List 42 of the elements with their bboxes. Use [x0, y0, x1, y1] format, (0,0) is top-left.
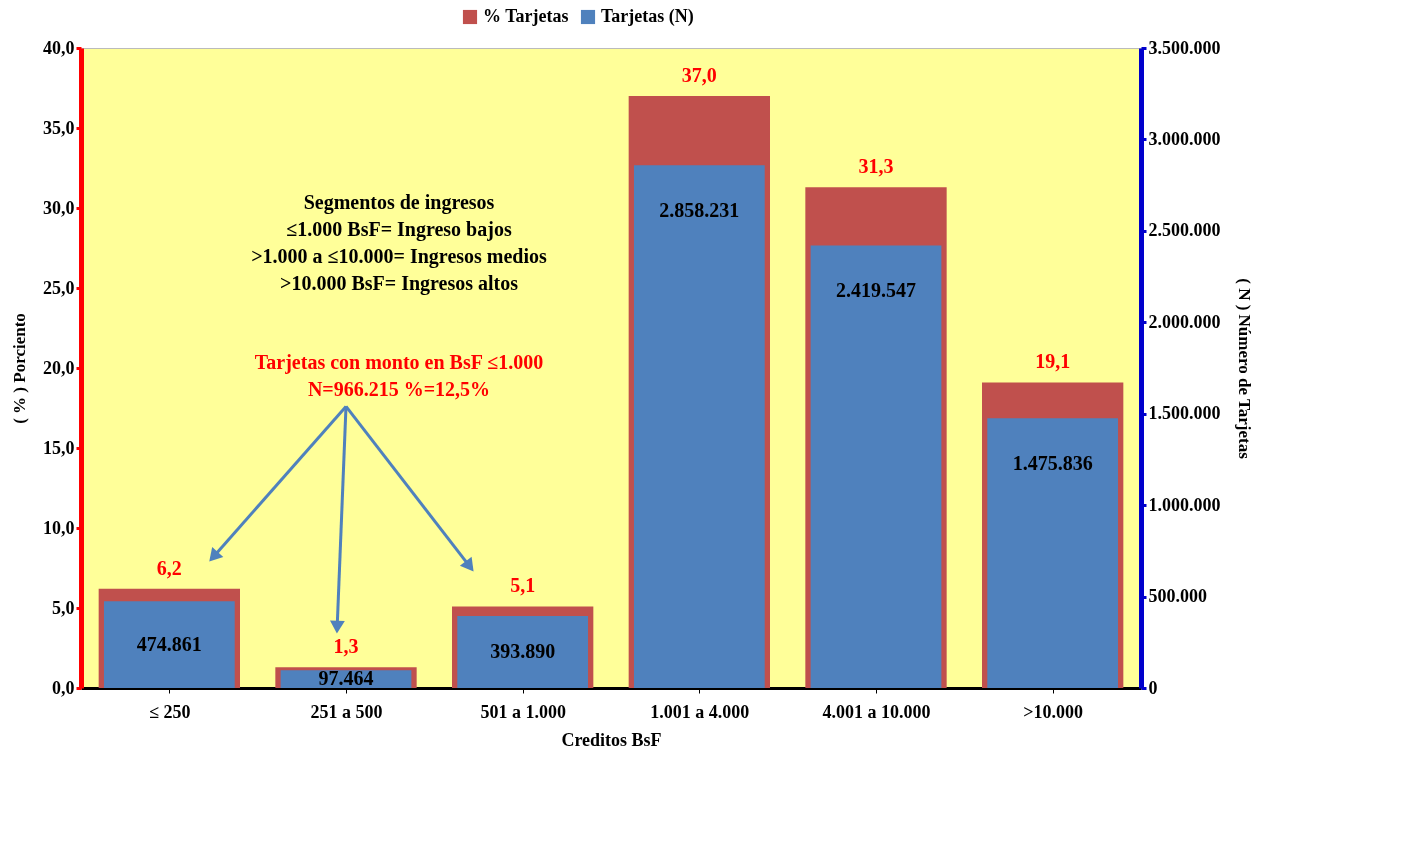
x-axis-title: Creditos BsF: [561, 729, 662, 750]
x-tick-label: 251 a 500: [310, 701, 383, 722]
y-tick-label: 5,0: [52, 597, 75, 618]
y-tick-label: 15,0: [43, 437, 75, 458]
data-label: 31,3: [858, 155, 894, 178]
data-label: 2.419.547: [836, 279, 916, 302]
y2-tick-label: 500.000: [1148, 586, 1207, 607]
x-tick-label: ≤ 250: [149, 701, 191, 722]
data-label: 474.861: [136, 632, 202, 655]
x-tick-label: 4.001 a 10.000: [822, 701, 931, 722]
y-tick-label: 35,0: [43, 117, 75, 138]
data-label: 1,3: [333, 635, 359, 658]
y2-tick-label: 1.500.000: [1148, 403, 1221, 424]
x-tick-label: >10.000: [1023, 701, 1084, 722]
data-label: 5,1: [510, 574, 536, 597]
y-tick-label: 20,0: [43, 357, 75, 378]
x-tick-label: 501 a 1.000: [480, 701, 566, 722]
y2-tick-label: 2.500.000: [1148, 220, 1221, 241]
data-label: 97.464: [318, 667, 374, 690]
legend-label: Tarjetas (N): [601, 6, 694, 27]
y-tick-label: 0,0: [52, 677, 75, 698]
legend-label: % Tarjetas: [483, 6, 569, 26]
data-label: 37,0: [681, 64, 717, 86]
data-label: 1.475.836: [1012, 451, 1093, 474]
y-axis-title: ( % ) Porciento: [10, 313, 29, 424]
y2-tick-label: 0: [1148, 677, 1158, 698]
y-tick-label: 40,0: [43, 37, 75, 58]
data-label: 6,2: [156, 556, 182, 579]
x-tick-label: 1.001 a 4.000: [650, 701, 750, 722]
data-label: 393.890: [490, 639, 556, 662]
y2-tick-label: 3.500.000: [1148, 37, 1221, 58]
y2-tick-label: 3.000.000: [1148, 128, 1221, 149]
y-tick-label: 30,0: [43, 197, 75, 218]
y-tick-label: 25,0: [43, 277, 75, 298]
data-label: 19,1: [1035, 350, 1071, 373]
data-label: 2.858.231: [659, 199, 740, 222]
y-tick-label: 10,0: [43, 517, 75, 538]
y2-axis-title: ( N ) Número de Tarjetas: [1234, 278, 1254, 460]
annotation: Tarjetas con monto en BsF ≤1.000 N=966.215 %=12,5%: [254, 351, 544, 401]
y2-tick-label: 1.000.000: [1148, 494, 1221, 515]
y2-tick-label: 2.000.000: [1148, 311, 1221, 332]
annotation: Segmentos de ingresos ≤1.000 BsF= Ingreso bajos >1.000 a ≤10.000= Ingresos medios >10.000 BsF= Ingresos altos: [251, 191, 548, 296]
